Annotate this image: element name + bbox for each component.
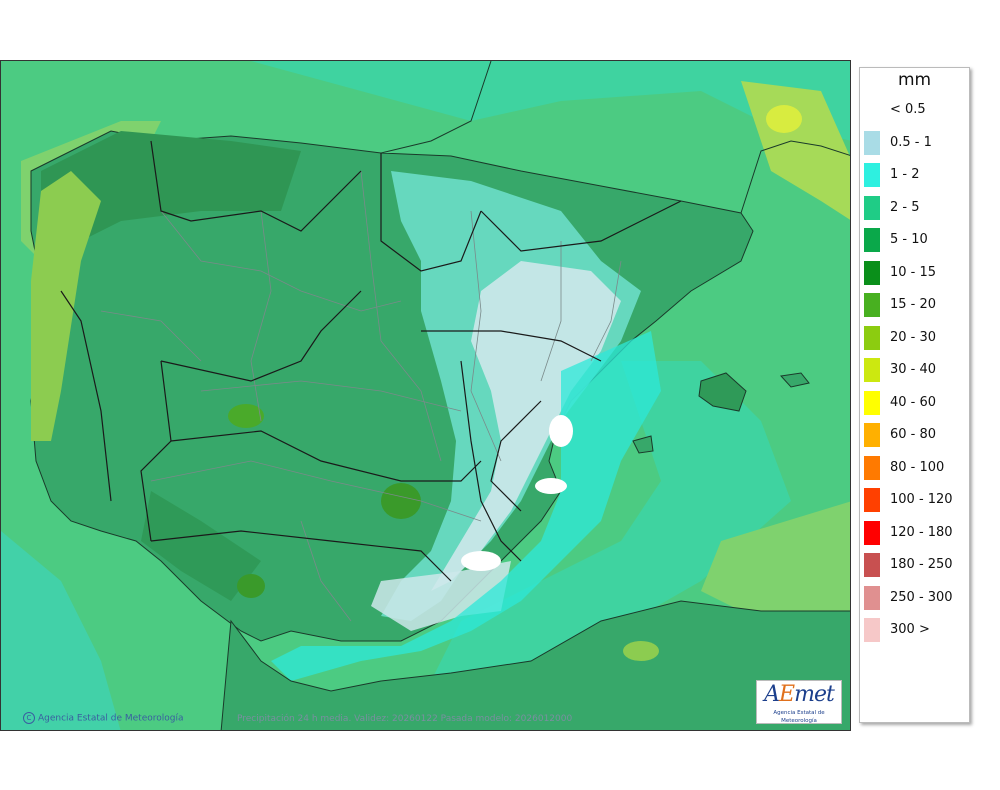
legend-label: 120 - 180 <box>890 524 953 540</box>
legend-item: 1 - 2 <box>864 163 964 187</box>
legend-item: < 0.5 <box>864 98 964 122</box>
precip-zone-galicia <box>31 171 101 441</box>
legend-item: 100 - 120 <box>864 488 964 512</box>
map-canvas <box>1 61 850 730</box>
sea-teal-east <box>421 361 791 701</box>
legend-item: 60 - 80 <box>864 423 964 447</box>
sea-white-spot-3 <box>461 551 501 571</box>
logo-mark: AEmet <box>764 682 835 707</box>
legend-label: 100 - 120 <box>890 492 953 507</box>
map-caption: Precipitación 24 h media. Validez: 20260… <box>237 714 573 724</box>
legend-label: < 0.5 <box>890 102 926 117</box>
legend-swatch <box>864 195 880 220</box>
legend-item: 20 - 30 <box>864 325 964 350</box>
precip-zone-south <box>141 491 261 601</box>
legend-label: 40 - 60 <box>890 394 937 410</box>
legend-item: 120 - 180 <box>864 520 964 545</box>
legend-unit: mm <box>897 70 932 90</box>
legend-swatch <box>864 293 880 317</box>
legend-label: 2 - 5 <box>890 199 920 215</box>
legend-item: 80 - 100 <box>864 455 964 480</box>
precip-spot-3 <box>228 404 264 428</box>
legend-swatch <box>864 553 880 577</box>
legend-item: 300 > <box>864 618 964 642</box>
legend-swatch <box>864 98 880 122</box>
legend-item: 15 - 20 <box>864 293 964 317</box>
legend-label: 0.5 - 1 <box>890 134 932 150</box>
legend-label: 10 - 15 <box>890 264 937 280</box>
north-africa-land <box>220 600 850 730</box>
legend-swatch <box>864 488 880 512</box>
copyright-icon: C <box>23 712 35 724</box>
sea-white-spot-2 <box>535 478 567 494</box>
legend-swatch <box>864 618 880 642</box>
credit-text: C Agencia Estatal de Meteorología <box>23 712 184 724</box>
legend-item: 10 - 15 <box>864 260 964 285</box>
africa-precip-spot <box>623 641 659 661</box>
legend-label: 30 - 40 <box>890 362 937 377</box>
legend-swatch <box>864 130 880 155</box>
legend-item: 5 - 10 <box>864 228 964 252</box>
credit-label: Agencia Estatal de Meteorología <box>38 713 184 724</box>
precipitation-map: C Agencia Estatal de Meteorología Precipi… <box>0 60 851 731</box>
sea-teal-north <box>251 61 850 141</box>
balearic-mallorca <box>698 372 747 412</box>
logo-subtitle: Agencia Estatal de Meteorología <box>773 710 825 724</box>
legend-item: 40 - 60 <box>864 390 964 415</box>
legend-item: 2 - 5 <box>864 195 964 220</box>
france-south-coast <box>740 140 850 214</box>
legend-label: 20 - 30 <box>890 329 937 345</box>
sea-teal-west <box>1 531 121 730</box>
legend-label: 300 > <box>890 622 930 637</box>
legend-swatch <box>864 260 880 285</box>
france-coast <box>380 61 492 154</box>
precip-zone-coast-min <box>431 261 621 591</box>
legend-swatch <box>864 390 880 415</box>
legend-label: 1 - 2 <box>890 167 920 182</box>
legend-label: 15 - 20 <box>890 297 937 312</box>
legend-item: 180 - 250 <box>864 553 964 577</box>
legend-label: 250 - 300 <box>890 589 953 605</box>
aemet-logo: AEmet Agencia Estatal de Meteorología <box>756 680 842 724</box>
legend-label: 180 - 250 <box>890 557 953 572</box>
sea-white-spot-1 <box>549 415 573 447</box>
legend-panel: mm < 0.5 0.5 - 1 1 - 2 2 - 5 5 - 10 10 - 15 15… <box>859 67 970 723</box>
legend-swatch <box>864 325 880 350</box>
sea-yellow-spot <box>766 105 802 133</box>
precip-spot-1 <box>381 483 421 519</box>
precip-spot-2 <box>237 574 265 598</box>
province-borders <box>100 170 622 622</box>
legend-item: 30 - 40 <box>864 358 964 382</box>
legend-label: 60 - 80 <box>890 427 937 442</box>
legend-item: 0.5 - 1 <box>864 130 964 155</box>
precip-zone-north <box>41 131 301 251</box>
legend-swatch <box>864 455 880 480</box>
legend-swatch <box>864 423 880 447</box>
legend-label: 5 - 10 <box>890 232 928 247</box>
legend-item: 250 - 300 <box>864 585 964 610</box>
region-borders <box>60 140 682 582</box>
legend-swatch <box>864 585 880 610</box>
legend-label: 80 - 100 <box>890 459 945 475</box>
sea-greenish-patch <box>701 501 850 621</box>
legend-swatch <box>864 163 880 187</box>
legend-swatch <box>864 520 880 545</box>
legend-swatch <box>864 228 880 252</box>
balearic-menorca <box>780 372 810 388</box>
balearic-ibiza <box>632 435 654 454</box>
legend-swatch <box>864 358 880 382</box>
